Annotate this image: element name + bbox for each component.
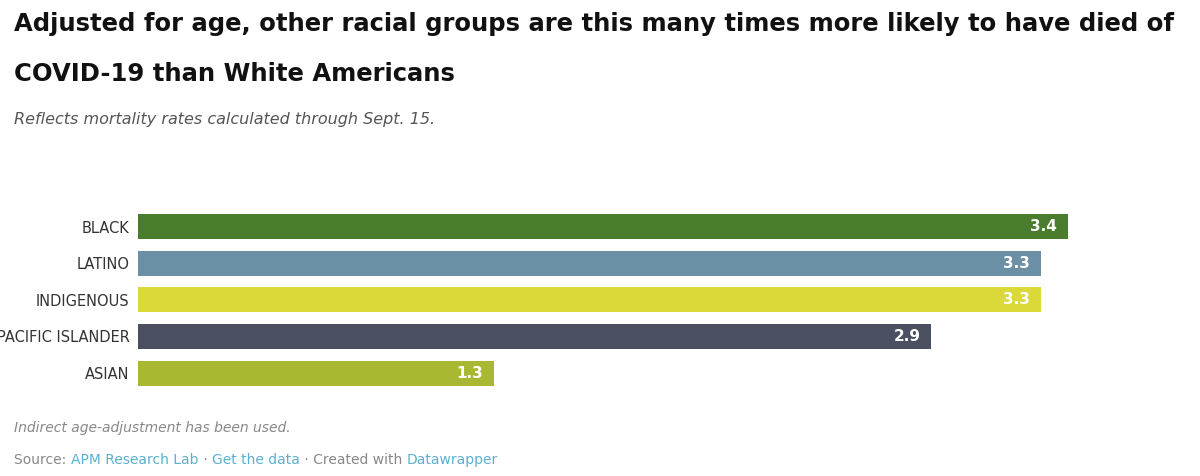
Text: 3.3: 3.3 [1003,292,1030,307]
Bar [138,214,1068,239]
Bar [138,361,493,386]
Text: COVID-19 than White Americans: COVID-19 than White Americans [14,62,455,86]
Text: Get the data: Get the data [211,453,300,467]
Text: Source:: Source: [14,453,71,467]
Text: 3.3: 3.3 [1003,256,1030,271]
Text: · Created with: · Created with [300,453,406,467]
Text: ·: · [198,453,211,467]
Bar [138,288,1040,312]
Text: Reflects mortality rates calculated through Sept. 15.: Reflects mortality rates calculated thro… [14,112,436,127]
Bar [138,251,1040,276]
Text: 2.9: 2.9 [894,329,920,344]
Text: Adjusted for age, other racial groups are this many times more likely to have di: Adjusted for age, other racial groups ar… [14,12,1175,36]
Bar [138,324,931,349]
Text: 3.4: 3.4 [1031,219,1057,234]
Text: APM Research Lab: APM Research Lab [71,453,198,467]
Text: 1.3: 1.3 [456,366,482,381]
Text: Datawrapper: Datawrapper [406,453,498,467]
Text: Indirect age-adjustment has been used.: Indirect age-adjustment has been used. [14,421,292,435]
